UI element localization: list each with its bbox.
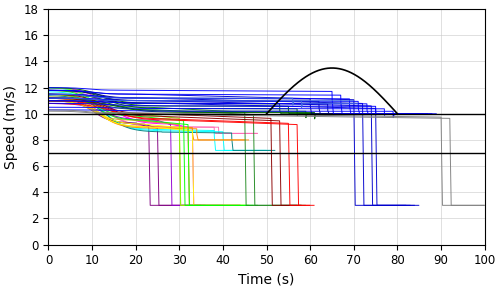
Y-axis label: Speed (m/s): Speed (m/s) (4, 85, 18, 169)
X-axis label: Time (s): Time (s) (238, 273, 295, 287)
